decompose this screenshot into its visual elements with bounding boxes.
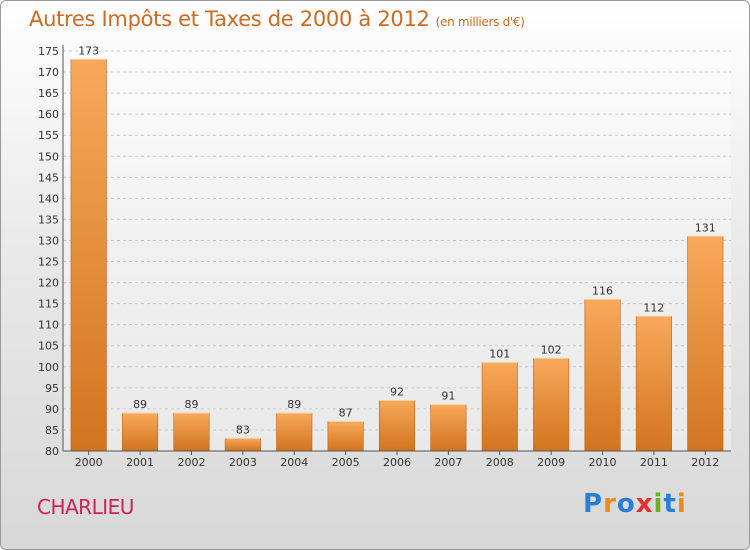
x-tick-label: 2009 [537,456,565,469]
bar [70,59,107,452]
y-tick-label: 120 [38,277,59,290]
unit-label: (en milliers d'€) [435,15,525,29]
bar-value-label: 112 [643,301,664,314]
bar-value-label: 87 [339,407,353,420]
x-tick-label: 2005 [332,456,360,469]
bar-value-label: 89 [133,398,147,411]
city-name: CHARLIEU [37,495,134,519]
y-tick-label: 85 [45,424,59,437]
title-text: Autres Impôts et Taxes de 2000 à 2012 [29,7,430,31]
bar [687,235,724,452]
bar-value-label: 131 [695,221,716,234]
logo-letter: P [583,489,604,519]
y-tick-label: 100 [38,361,59,374]
y-tick-label: 155 [38,129,59,142]
y-tick-label: 130 [38,234,59,247]
bar [122,412,159,452]
x-tick-label: 2004 [280,456,308,469]
y-tick-label: 115 [38,298,59,311]
y-tick-label: 140 [38,192,59,205]
y-tick-label: 90 [45,403,59,416]
bar [276,412,313,452]
y-tick-label: 175 [38,45,59,58]
logo-letter: i [676,489,687,519]
bar [430,404,467,452]
bar-value-label: 173 [78,44,99,57]
bar-value-label: 89 [184,398,198,411]
y-tick-label: 125 [38,256,59,269]
proxiti-logo[interactable]: Proxiti [583,489,687,519]
bar [533,358,570,452]
x-tick-label: 2007 [434,456,462,469]
y-tick-label: 105 [38,340,59,353]
x-tick-label: 2006 [383,456,411,469]
bar-value-label: 91 [441,390,455,403]
x-tick-label: 2010 [589,456,617,469]
y-tick-label: 160 [38,108,59,121]
x-tick-label: 2011 [640,456,668,469]
x-tick-label: 2008 [486,456,514,469]
x-tick-label: 2000 [75,456,103,469]
bar [173,412,210,452]
x-tick-label: 2002 [177,456,205,469]
logo-letter: i [653,489,664,519]
y-tick-label: 165 [38,87,59,100]
y-tick-label: 80 [45,445,59,458]
chart-title: Autres Impôts et Taxes de 2000 à 2012 (en… [29,7,525,31]
y-tick-label: 110 [38,319,59,332]
bar [481,362,518,452]
bar [378,400,416,452]
x-tick-label: 2001 [126,456,154,469]
bar-value-label: 101 [489,348,510,361]
y-tick-label: 170 [38,66,59,79]
y-tick-label: 95 [45,382,59,395]
x-tick-label: 2003 [229,456,257,469]
y-tick-label: 145 [38,171,59,184]
logo-letter: r [603,489,617,519]
bar [584,299,621,452]
y-tick-label: 135 [38,213,59,226]
logo-letter: o [616,489,636,519]
bar-value-label: 92 [390,385,404,398]
bar [635,315,672,452]
bar-value-label: 83 [236,423,250,436]
logo-letter: x [635,489,654,519]
logo-letter: t [663,489,677,519]
x-tick-label: 2012 [691,456,719,469]
bar-value-label: 89 [287,398,301,411]
bar [327,421,364,452]
bar-value-label: 102 [541,343,562,356]
y-tick-label: 150 [38,150,59,163]
bar [224,438,261,452]
bar-value-label: 116 [592,284,613,297]
